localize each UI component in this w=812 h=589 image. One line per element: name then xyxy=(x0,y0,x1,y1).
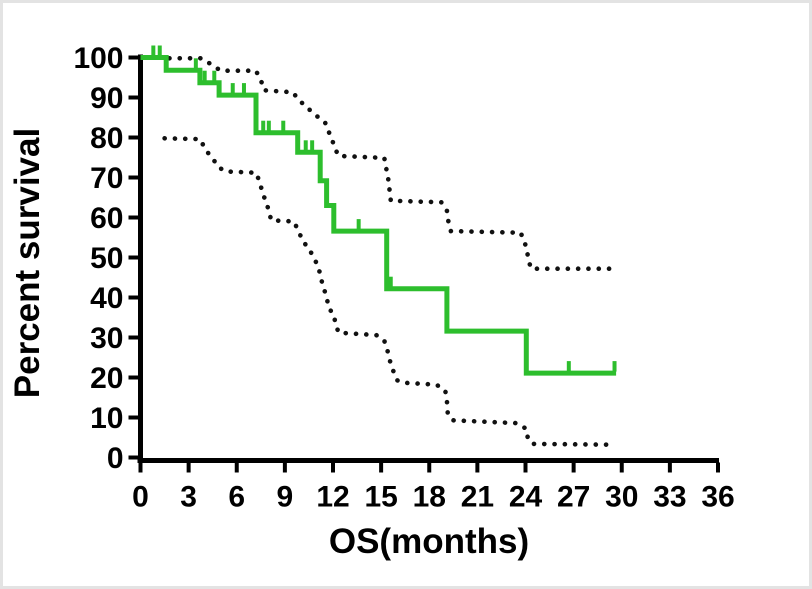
y-tick-label: 0 xyxy=(107,442,124,475)
y-tick-label: 10 xyxy=(90,402,123,435)
confidence-band xyxy=(162,136,613,447)
x-axis-title: OS(months) xyxy=(329,522,529,561)
x-tick-label: 6 xyxy=(228,481,245,514)
y-tick-label: 90 xyxy=(90,82,123,115)
y-tick-label: 80 xyxy=(90,122,123,155)
confidence-band xyxy=(167,56,615,271)
x-tick-label: 0 xyxy=(132,481,149,514)
x-tick-label: 30 xyxy=(605,481,638,514)
y-tick-label: 50 xyxy=(90,242,123,275)
x-tick-label: 9 xyxy=(277,481,294,514)
km-plot-canvas: 1009080706050403020100363330272421181512… xyxy=(8,42,735,561)
y-tick-label: 20 xyxy=(90,362,123,395)
x-tick-label: 24 xyxy=(509,481,543,514)
y-axis-title: Percent survival xyxy=(8,128,47,398)
x-tick-label: 18 xyxy=(413,481,446,514)
y-tick-label: 100 xyxy=(73,42,123,75)
x-tick-label: 3 xyxy=(180,481,197,514)
x-tick-label: 36 xyxy=(701,481,734,514)
x-tick-label: 12 xyxy=(316,481,349,514)
x-tick-label: 33 xyxy=(653,481,686,514)
y-tick-label: 30 xyxy=(90,322,123,355)
x-tick-label: 27 xyxy=(557,481,590,514)
km-survival-curve xyxy=(140,55,617,376)
x-tick-label: 21 xyxy=(461,481,494,514)
y-tick-label: 70 xyxy=(90,162,123,195)
y-tick-label: 60 xyxy=(90,202,123,235)
x-tick-label: 15 xyxy=(364,481,397,514)
y-tick-label: 40 xyxy=(90,282,123,315)
